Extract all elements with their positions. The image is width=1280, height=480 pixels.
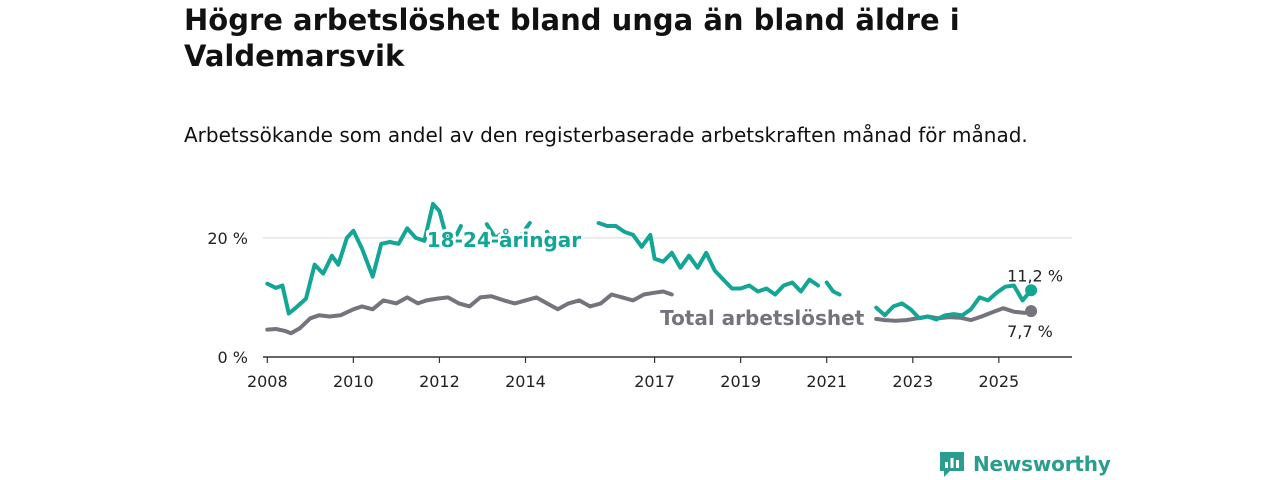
x-tick-label: 2017 [634, 372, 675, 391]
series-end-dot-youth [1025, 284, 1038, 297]
newsworthy-logo: Newsworthy [937, 449, 1111, 479]
x-tick-label: 2010 [333, 372, 374, 391]
y-tick-label: 20 % [207, 229, 248, 248]
series-label-total: Total arbetslöshet [660, 306, 865, 330]
x-tick-label: 2021 [806, 372, 847, 391]
series-end-dot-total [1025, 305, 1038, 318]
x-tick-label: 2012 [419, 372, 460, 391]
x-tick-label: 2014 [505, 372, 546, 391]
newsworthy-logo-text: Newsworthy [973, 452, 1111, 476]
line-chart: 0 % 20 % 2008 2010 2012 2014 2017 2019 2021 2023 2… [207, 201, 1072, 391]
series-line-youth [265, 201, 1034, 322]
chart-title: Högre arbetslöshet bland unga än bland ä… [184, 3, 960, 73]
x-tick-label: 2025 [978, 372, 1019, 391]
y-tick-label: 0 % [218, 348, 248, 367]
x-tick-label: 2008 [247, 372, 288, 391]
x-tick-label: 2019 [720, 372, 761, 391]
series-line-total [265, 289, 1034, 336]
chart-subtitle: Arbetssökande som andel av den registerb… [184, 123, 1028, 147]
series-end-label-total: 7,7 % [1007, 322, 1053, 341]
series-end-label-youth: 11,2 % [1007, 266, 1063, 285]
newsworthy-logo-icon [940, 452, 964, 477]
series-label-youth: 18-24-åringar [427, 228, 582, 252]
x-tick-label: 2023 [892, 372, 933, 391]
